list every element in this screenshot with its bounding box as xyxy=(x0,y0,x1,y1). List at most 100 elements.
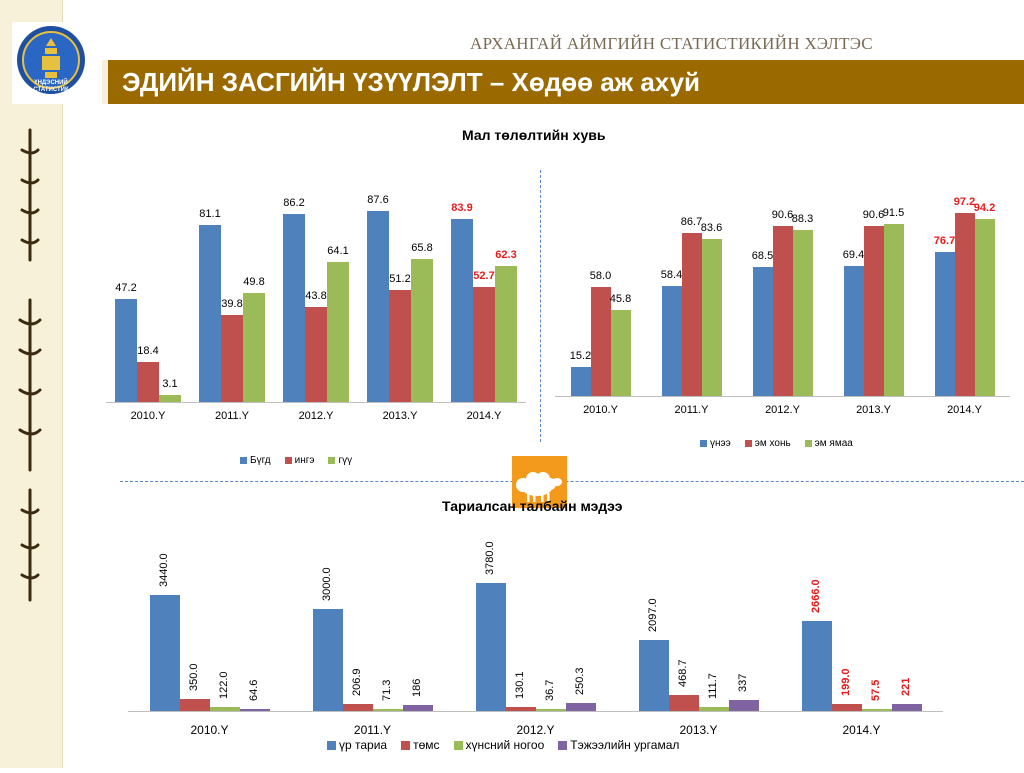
legend-item-0-2: гүү xyxy=(328,455,352,466)
data-label-1-1-2: 90.6 xyxy=(771,208,794,221)
bar-2-2-4 xyxy=(861,709,892,711)
x-axis xyxy=(106,402,526,403)
data-label-0-0-2: 86.2 xyxy=(283,197,305,210)
bar-2-3-3 xyxy=(728,699,759,711)
bar-0-2-0 xyxy=(159,395,181,402)
bar-2-2-3 xyxy=(698,707,729,711)
legend-swatch-2-3 xyxy=(558,741,568,751)
data-label-1-2-0: 45.8 xyxy=(609,292,632,305)
bar-0-1-3 xyxy=(389,290,411,402)
title-bar: ЭДИЙН ЗАСГИЙН ҮЗҮҮЛЭЛТ – Хөдөө аж ахуй xyxy=(102,60,1024,104)
data-label-0-0-0: 47.2 xyxy=(115,282,137,295)
bar-2-0-0 xyxy=(149,594,180,711)
national-statistics-emblem-icon xyxy=(17,26,85,94)
data-label-2-0-1: 3000.0 xyxy=(320,567,333,602)
bar-0-2-2 xyxy=(327,262,349,402)
data-label-2-3-4: 221 xyxy=(899,677,912,696)
legend-swatch-2-0 xyxy=(327,741,336,751)
data-label-1-2-4: 94.2 xyxy=(973,201,996,214)
legend-item-2-2: хүнсний ногоо xyxy=(453,738,544,752)
data-label-1-2-3: 91.5 xyxy=(882,206,905,219)
bar-1-1-0 xyxy=(590,286,611,396)
bar-2-2-0 xyxy=(209,706,240,711)
legend-label-0-0: Бүгд xyxy=(250,455,271,466)
chart-legend-0: Бүгд ингэ гүү xyxy=(240,455,366,466)
data-label-1-0-2: 68.5 xyxy=(751,250,774,263)
bar-1-0-3 xyxy=(843,265,864,396)
bar-1-2-3 xyxy=(883,223,904,396)
data-label-1-2-1: 83.6 xyxy=(700,221,723,234)
chart-title-crops: Тариалсан талбайн мэдээ xyxy=(442,498,623,514)
bar-1-1-2 xyxy=(772,225,793,396)
data-label-1-2-2: 88.3 xyxy=(791,212,814,225)
bar-0-0-2 xyxy=(283,214,305,402)
data-label-0-2-4: 62.3 xyxy=(495,249,517,262)
data-label-2-0-0: 3440.0 xyxy=(157,552,170,587)
x-tick-label-2-0: 2010.Y xyxy=(190,723,229,737)
data-label-2-2-2: 36.7 xyxy=(543,679,556,701)
bar-0-0-4 xyxy=(451,219,473,402)
bar-1-1-3 xyxy=(863,225,884,396)
chart-legend-1: үнээ эм хонь эм ямаа xyxy=(700,438,867,449)
chart-legend-2: үр тариа төмс хүнсний ногоо Тэжээлийн ургам… xyxy=(327,738,693,752)
legend-label-1-1: эм хонь xyxy=(754,438,791,449)
logo-text: ҮНДЭСНИЙ СТАТИСТИК xyxy=(33,80,69,93)
x-tick-label-0-0: 2010.Y xyxy=(130,410,166,422)
bar-0-1-1 xyxy=(221,315,243,402)
bar-2-2-2 xyxy=(535,709,566,711)
data-label-0-1-0: 18.4 xyxy=(137,344,159,357)
legend-label-2-3: Тэжээлийн ургамал xyxy=(570,738,680,752)
bar-1-1-1 xyxy=(681,233,702,396)
legend-item-1-0: үнээ xyxy=(700,438,731,449)
legend-label-2-1: төмс xyxy=(413,738,440,752)
bar-0-1-4 xyxy=(473,287,495,402)
data-label-2-0-3: 2097.0 xyxy=(646,598,659,632)
data-label-2-2-1: 71.3 xyxy=(380,679,393,701)
bar-2-0-3 xyxy=(638,639,669,711)
legend-swatch-0-1 xyxy=(284,456,292,464)
data-label-1-1-4: 97.2 xyxy=(953,196,976,209)
horizontal-divider xyxy=(120,481,1024,482)
bar-1-0-4 xyxy=(934,251,955,396)
legend-swatch-2-1 xyxy=(401,741,411,751)
legend-item-0-1: ингэ xyxy=(284,455,314,466)
bar-2-1-1 xyxy=(342,703,373,711)
legend-item-2-0: үр тариа xyxy=(327,738,387,752)
data-label-0-1-2: 43.8 xyxy=(305,289,327,302)
bar-2-1-0 xyxy=(179,699,210,711)
x-tick-label-2-1: 2011.Y xyxy=(353,723,392,737)
legend-swatch-1-2 xyxy=(804,439,812,447)
legend-item-1-1: эм хонь xyxy=(744,438,791,449)
bar-2-3-1 xyxy=(402,704,433,711)
data-label-0-2-2: 64.1 xyxy=(327,245,349,258)
title-bar-accent xyxy=(102,60,108,104)
bar-0-1-2 xyxy=(305,306,327,402)
data-label-1-1-1: 86.7 xyxy=(680,216,703,228)
bar-2-1-3 xyxy=(668,695,699,711)
legend-swatch-1-1 xyxy=(744,439,752,447)
data-label-1-0-4: 76.7 xyxy=(933,234,956,247)
legend-item-0-0: Бүгд xyxy=(240,455,271,466)
bar-1-2-1 xyxy=(701,238,722,396)
bar-0-2-1 xyxy=(243,293,265,402)
x-tick-label-1-3: 2013.Y xyxy=(856,404,891,416)
bar-1-0-1 xyxy=(661,286,682,396)
data-label-2-2-4: 57.5 xyxy=(869,679,882,701)
data-label-0-2-3: 65.8 xyxy=(411,241,433,254)
data-label-2-3-3: 337 xyxy=(736,673,749,692)
data-label-2-1-3: 468.7 xyxy=(676,659,689,688)
bar-1-0-0 xyxy=(570,367,591,396)
bar-2-3-2 xyxy=(565,702,596,711)
data-label-2-1-1: 206.9 xyxy=(350,668,363,696)
bar-0-0-1 xyxy=(199,225,221,402)
x-tick-label-2-4: 2014.Y xyxy=(842,723,881,737)
bar-2-1-4 xyxy=(831,704,862,711)
data-label-0-2-0: 3.1 xyxy=(162,378,178,391)
x-axis xyxy=(555,396,1010,397)
bar-2-2-1 xyxy=(372,708,403,711)
sheep-icon xyxy=(512,456,567,508)
data-label-2-1-4: 199.0 xyxy=(839,668,852,697)
chart-title-livestock: Мал төлөлтийн хувь xyxy=(462,127,606,143)
bar-2-3-4 xyxy=(891,703,922,711)
data-label-2-2-0: 122.0 xyxy=(217,671,230,699)
